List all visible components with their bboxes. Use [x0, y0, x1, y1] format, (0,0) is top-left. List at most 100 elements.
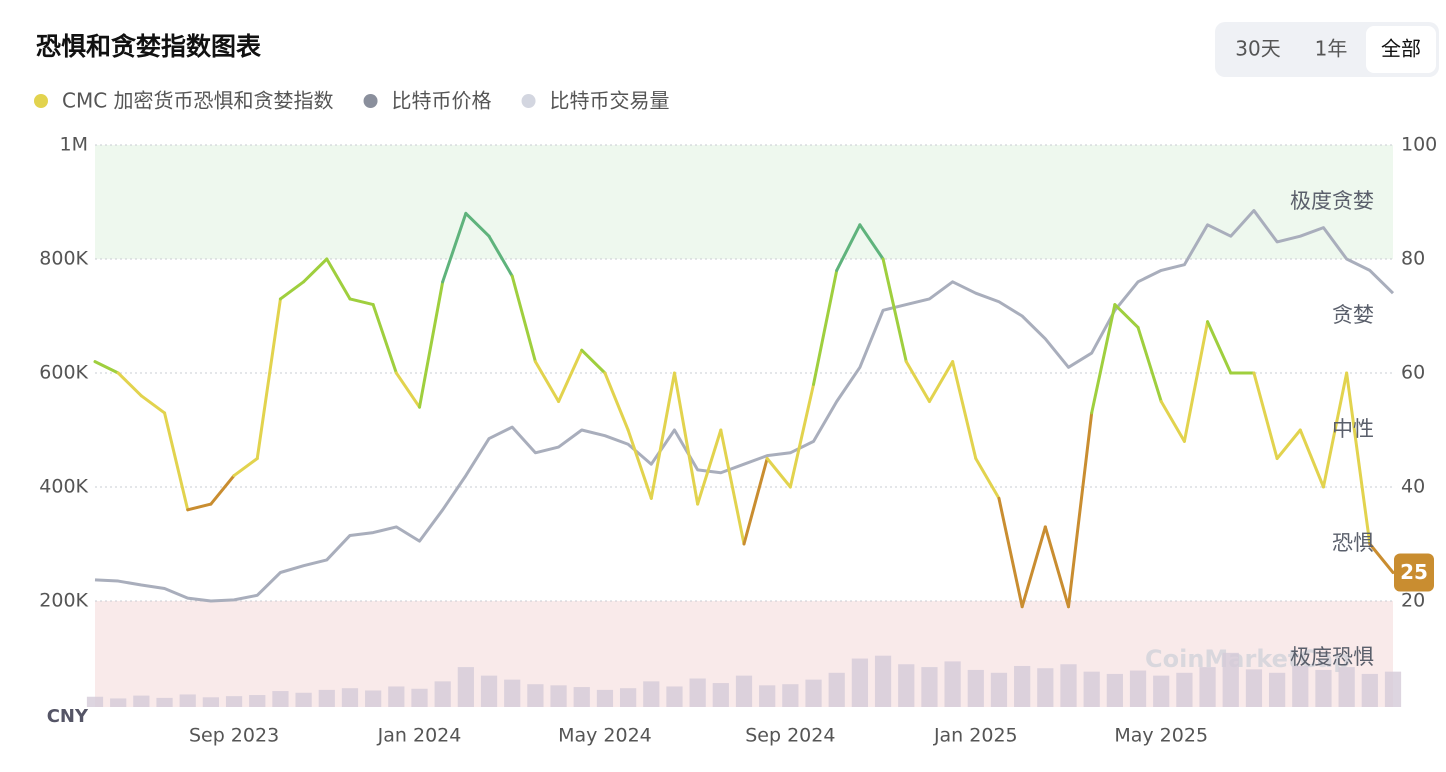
legend-label[interactable]: 比特币交易量: [550, 89, 670, 113]
index-line-segment: [974, 457, 1001, 500]
index-line-segment: [418, 280, 445, 409]
y2-tick-label: 80: [1401, 248, 1425, 270]
index-line-segment: [1090, 303, 1117, 415]
volume-bar: [457, 667, 474, 707]
volume-bar: [341, 688, 359, 707]
chart-title: 恐惧和贪婪指数图表: [36, 32, 262, 61]
x-tick-label: May 2025: [1114, 725, 1208, 747]
volume-bar: [596, 689, 614, 707]
volume-bar: [1037, 668, 1054, 707]
y-tick-label: 200K: [39, 590, 88, 612]
index-line-segment: [951, 360, 978, 460]
index-line-segment: [1368, 542, 1395, 574]
volume-bar: [1315, 669, 1332, 707]
index-line-segment: [1345, 371, 1372, 546]
index-line-segment: [163, 411, 190, 512]
index-line-segment: [1159, 400, 1186, 443]
y2-tick-label: 60: [1401, 362, 1425, 384]
volume-bar: [1268, 672, 1286, 707]
volume-bar: [1176, 672, 1193, 707]
index-line-segment: [603, 371, 630, 432]
volume-bar: [1361, 673, 1378, 707]
index-line-segment: [719, 428, 746, 546]
y2-tick-label: 20: [1401, 590, 1425, 612]
y2-tick-label: 100: [1401, 134, 1437, 156]
index-line-segment: [1043, 525, 1070, 609]
volume-bar: [86, 696, 104, 707]
index-line-segment: [116, 371, 143, 398]
volume-bar: [202, 697, 220, 707]
zone-band: [95, 145, 1393, 259]
volume-bar: [828, 672, 845, 707]
legend-label[interactable]: CMC 加密货币恐惧和贪婪指数: [62, 89, 334, 113]
index-line-segment: [232, 457, 259, 478]
index-line-segment: [927, 360, 955, 403]
index-line-segment: [696, 428, 723, 506]
volume-bar: [573, 687, 590, 707]
volume-bar: [967, 669, 984, 707]
index-line-segment: [209, 474, 236, 506]
volume-bar: [156, 697, 173, 707]
index-line-segment: [441, 211, 468, 284]
index-line-segment: [464, 211, 491, 238]
index-line-segment: [255, 297, 282, 460]
volume-bar: [1292, 665, 1309, 707]
index-line-segment: [302, 257, 329, 284]
currency-label: CNY: [47, 706, 89, 727]
volume-bar: [990, 672, 1008, 707]
zone-label: 中性: [1332, 417, 1374, 441]
volume-bar: [1153, 675, 1170, 707]
volume-bar: [759, 685, 776, 707]
legend-marker: [34, 94, 48, 108]
volume-bar: [689, 678, 706, 707]
index-line-segment: [812, 268, 839, 386]
index-line-segment: [510, 274, 537, 364]
x-tick-label: Sep 2023: [189, 725, 279, 747]
watermark: CoinMarketCap: [1145, 645, 1350, 673]
y-tick-label: 400K: [39, 476, 88, 498]
index-line-segment: [904, 360, 931, 403]
index-line-segment: [1182, 320, 1210, 443]
current-badge: [1394, 553, 1434, 592]
index-line-segment: [93, 360, 120, 375]
index-line-segment: [394, 371, 421, 409]
index-line-segment: [580, 348, 607, 375]
index-line-segment: [325, 257, 352, 301]
index-line-segment: [348, 297, 375, 307]
index-line-segment: [186, 502, 213, 512]
index-line-segment: [1298, 428, 1325, 489]
x-tick-label: May 2024: [558, 725, 652, 747]
zone-label: 贪婪: [1332, 303, 1374, 327]
volume-bar: [411, 688, 428, 707]
volume-bar: [1014, 665, 1031, 707]
index-line-segment: [1275, 428, 1302, 460]
index-line-segment: [742, 457, 769, 546]
volume-bar: [874, 655, 892, 707]
index-line-segment: [997, 496, 1024, 609]
volume-bar: [921, 667, 938, 707]
volume-bar: [1199, 667, 1216, 707]
volume-bar: [527, 684, 544, 707]
range-button[interactable]: 1年: [1315, 37, 1348, 61]
volume-bar: [1338, 667, 1355, 707]
index-line-segment: [626, 428, 653, 500]
index-line-segment: [649, 371, 676, 500]
volume-bar: [851, 658, 869, 707]
volume-bar: [619, 688, 637, 707]
range-button[interactable]: 30天: [1235, 37, 1280, 61]
volume-bar: [480, 675, 498, 707]
index-line-segment: [1206, 320, 1233, 375]
volume-bar: [643, 681, 660, 707]
index-line-segment: [881, 257, 908, 364]
price-line: [94, 209, 1395, 603]
index-line-segment: [1067, 411, 1094, 609]
range-button[interactable]: 全部: [1381, 37, 1421, 61]
volume-bar: [1129, 670, 1147, 707]
volume-bar: [318, 689, 335, 707]
volume-bar: [1245, 669, 1263, 707]
range-button-bg: [1366, 26, 1436, 73]
legend-label[interactable]: 比特币价格: [392, 89, 492, 113]
index-line-segment: [371, 303, 398, 375]
index-line-segment: [533, 360, 561, 403]
